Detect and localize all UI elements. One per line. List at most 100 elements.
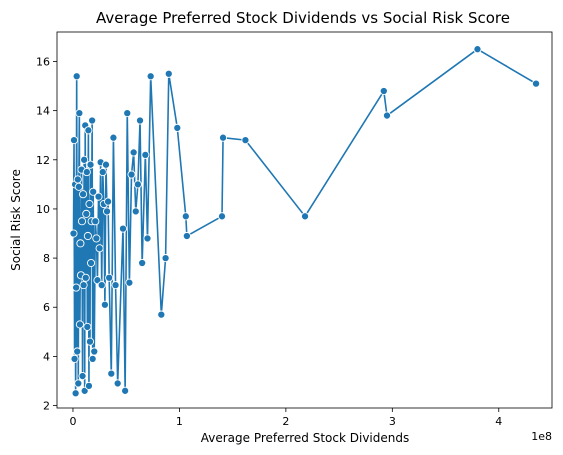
data-point (72, 72, 81, 81)
data-point (77, 217, 87, 226)
data-point (86, 160, 95, 169)
data-point (138, 258, 147, 268)
data-point (87, 258, 96, 268)
x-axis-offset-label: 1e8 (531, 430, 552, 443)
data-point (181, 212, 190, 221)
x-tick-label: 2 (282, 415, 289, 428)
x-tick-label: 3 (389, 415, 396, 428)
series-line (72, 48, 537, 395)
data-point (107, 369, 116, 378)
data-point (83, 322, 92, 331)
data-point (84, 381, 93, 390)
series-markers (69, 45, 541, 398)
data-point (111, 281, 120, 290)
data-point (88, 354, 97, 363)
data-point (73, 175, 82, 184)
data-point (127, 170, 136, 179)
data-point (382, 111, 392, 120)
data-point (98, 168, 107, 177)
data-point (82, 209, 91, 218)
data-point (125, 278, 134, 287)
data-point (88, 116, 97, 125)
data-point (78, 371, 87, 381)
data-point (79, 190, 88, 199)
data-point (83, 231, 92, 241)
data-point (104, 197, 113, 206)
data-point (161, 254, 170, 263)
series-lines (72, 48, 537, 395)
data-point (92, 234, 101, 243)
x-axis-label: Average Preferred Stock Dividends (201, 431, 410, 445)
data-point (300, 212, 310, 221)
data-point (109, 133, 118, 142)
data-point (94, 192, 103, 201)
data-point (118, 224, 128, 233)
data-point (129, 148, 138, 157)
x-tick-label: 0 (69, 415, 76, 428)
y-tick-label: 4 (43, 350, 50, 363)
plot-frame (56, 31, 553, 409)
y-axis-ticks: 2 4 6 8 10 12 14 16 (36, 55, 57, 413)
data-point (79, 281, 88, 290)
y-axis-label: Social Risk Score (9, 169, 23, 271)
y-tick-label: 16 (36, 55, 50, 68)
chart-title: Average Preferred Stock Dividends vs Soc… (96, 9, 510, 27)
data-point (91, 217, 100, 226)
y-tick-label: 10 (36, 203, 50, 216)
data-point (82, 168, 91, 177)
data-point (80, 155, 89, 164)
data-point (75, 320, 84, 329)
data-point (219, 133, 228, 142)
y-tick-label: 12 (36, 154, 50, 167)
data-point (97, 281, 106, 290)
data-point (173, 123, 182, 132)
data-point (531, 79, 541, 88)
y-tick-label: 2 (43, 400, 50, 413)
data-point (75, 109, 84, 118)
data-point (157, 310, 166, 319)
data-point (89, 187, 98, 196)
data-point (143, 234, 152, 243)
x-axis-ticks: 0 1 2 3 4 (69, 408, 502, 428)
data-point (81, 273, 90, 282)
data-point (121, 386, 130, 395)
data-point (90, 347, 99, 356)
data-point (133, 180, 142, 189)
y-tick-label: 6 (43, 301, 50, 314)
data-point (69, 136, 79, 145)
data-point (85, 199, 94, 209)
x-tick-label: 4 (495, 415, 502, 428)
data-point (217, 212, 227, 221)
data-point (182, 231, 191, 241)
data-point (70, 354, 79, 363)
data-point (85, 337, 95, 346)
data-point (105, 273, 114, 282)
data-point (135, 116, 145, 125)
data-point (95, 244, 104, 253)
data-point (473, 45, 482, 54)
data-point (84, 126, 93, 135)
data-point (164, 69, 173, 78)
data-point (69, 229, 78, 238)
data-point (102, 207, 112, 216)
data-point (131, 207, 140, 216)
data-point (73, 347, 82, 356)
data-point (123, 109, 132, 118)
data-point (71, 389, 80, 398)
data-point (146, 72, 155, 81)
data-point (113, 379, 122, 388)
data-point (141, 150, 150, 159)
data-point (74, 379, 83, 388)
data-point (100, 300, 109, 309)
data-point (101, 160, 111, 169)
data-point (379, 86, 388, 96)
data-point (76, 239, 85, 248)
y-tick-label: 14 (36, 105, 50, 118)
data-point (74, 182, 83, 191)
x-tick-label: 1 (176, 415, 183, 428)
data-point (241, 136, 250, 145)
data-point (72, 283, 81, 292)
y-tick-label: 8 (43, 252, 50, 265)
plot-area (56, 31, 553, 409)
